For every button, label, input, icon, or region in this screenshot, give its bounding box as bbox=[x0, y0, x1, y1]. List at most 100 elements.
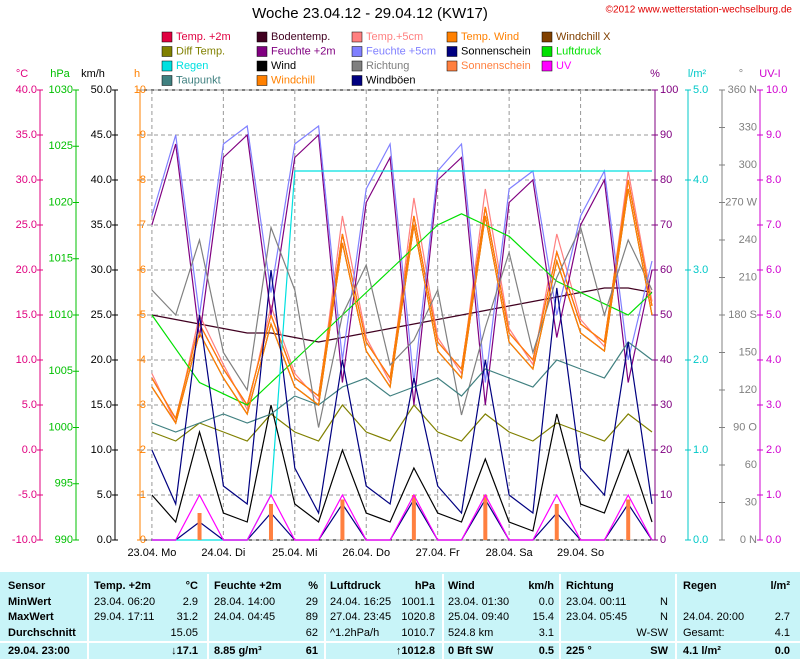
legend-swatch bbox=[161, 60, 173, 72]
table-cell: Wind bbox=[448, 580, 475, 592]
y-tick-label: 25.0 bbox=[16, 219, 37, 231]
y-tick-label: 10.0 bbox=[16, 354, 37, 366]
series-line bbox=[151, 179, 653, 421]
series-line bbox=[151, 287, 653, 343]
legend-label: Windchill bbox=[271, 74, 315, 86]
bar bbox=[268, 504, 273, 540]
table-cell: 1001.1 bbox=[401, 596, 435, 608]
legend-label: Feuchte +5cm bbox=[366, 45, 436, 57]
legend-label: Windböen bbox=[366, 74, 416, 86]
y-tick-label: 100 bbox=[660, 84, 678, 96]
table-cell: Durchschnitt bbox=[8, 627, 76, 639]
table-cell: 29 bbox=[306, 596, 318, 608]
y-tick-label: 60 bbox=[660, 264, 672, 276]
table-cell: hPa bbox=[415, 580, 436, 592]
table-cell: 2.9 bbox=[183, 596, 198, 608]
x-tick-label: 29.04. So bbox=[557, 547, 604, 559]
table-cell: % bbox=[308, 580, 318, 592]
y-tick-label: 10.0 bbox=[766, 84, 787, 96]
y-tick-label: 80 bbox=[660, 174, 672, 186]
legend-label: Bodentemp. bbox=[271, 31, 330, 43]
y-tick-label: 6.0 bbox=[766, 264, 781, 276]
x-tick-label: 24.04. Di bbox=[201, 547, 245, 559]
y-tick-label: -5.0 bbox=[18, 489, 37, 501]
table-cell: N bbox=[660, 596, 668, 608]
y-tick-label: -10.0 bbox=[12, 534, 37, 546]
table-cell: Luftdruck bbox=[330, 580, 382, 592]
table-cell: Gesamt: bbox=[683, 627, 725, 639]
y-tick-label: 9.0 bbox=[766, 129, 781, 141]
y-tick-label: 1025 bbox=[49, 140, 73, 152]
table-cell: 0 Bft SW bbox=[448, 645, 494, 657]
bar bbox=[483, 495, 488, 540]
table-cell: Sensor bbox=[8, 580, 46, 592]
legend-swatch bbox=[541, 60, 553, 72]
table-background bbox=[0, 572, 800, 659]
y-tick-label: 0.0 bbox=[693, 534, 708, 546]
legend-swatch bbox=[161, 75, 173, 86]
y-tick-label: 1030 bbox=[49, 84, 73, 96]
y-tick-label: 35.0 bbox=[16, 129, 37, 141]
table-cell: W-SW bbox=[636, 627, 668, 639]
table-cell: 15.05 bbox=[170, 627, 198, 639]
series-line bbox=[151, 269, 653, 515]
y-tick-label: 1005 bbox=[49, 365, 73, 377]
legend-swatch bbox=[351, 31, 363, 43]
y-tick-label: 270 W bbox=[725, 196, 757, 208]
series-line bbox=[151, 225, 653, 428]
table-cell: 23.04. 05:45 bbox=[566, 611, 627, 623]
y-tick-label: 5.0 bbox=[693, 84, 708, 96]
legend-swatch bbox=[256, 75, 268, 86]
legend-label: Temp. +2m bbox=[176, 31, 231, 43]
legend-label: Temp. Wind bbox=[461, 31, 519, 43]
legend-label: Sonnenschein bbox=[461, 45, 531, 57]
y-tick-label: 5.0 bbox=[97, 489, 112, 501]
series-line bbox=[151, 493, 653, 541]
table-cell: 24.04. 04:45 bbox=[214, 611, 275, 623]
y-tick-label: 40 bbox=[660, 354, 672, 366]
bar bbox=[411, 495, 416, 540]
y-tick-label: 45.0 bbox=[91, 129, 112, 141]
table-cell: 4.1 l/m² bbox=[683, 645, 721, 657]
table-cell: Richtung bbox=[566, 580, 614, 592]
table-cell: 29.04. 23:00 bbox=[8, 645, 70, 657]
series-line bbox=[151, 124, 653, 383]
y-tick-label: 20.0 bbox=[16, 264, 37, 276]
y-tick-label: 15.0 bbox=[16, 309, 37, 321]
legend-swatch bbox=[541, 46, 553, 57]
legend-label: Taupunkt bbox=[176, 74, 221, 86]
table-cell: l/m² bbox=[770, 580, 790, 592]
legend-swatch bbox=[446, 46, 458, 57]
y-tick-label: 7.0 bbox=[766, 219, 781, 231]
chart-title: Woche 23.04.12 - 29.04.12 (KW17) bbox=[252, 5, 488, 22]
x-tick-label: 23.04. Mo bbox=[127, 547, 176, 559]
table-cell: km/h bbox=[528, 580, 554, 592]
table-cell: 24.04. 20:00 bbox=[683, 611, 744, 623]
y-tick-label: 5.0 bbox=[766, 309, 781, 321]
y-tick-label: 20 bbox=[660, 444, 672, 456]
y-tick-label: 1.0 bbox=[766, 489, 781, 501]
table-cell: Temp. +2m bbox=[94, 580, 151, 592]
series-line bbox=[151, 188, 653, 425]
series-line bbox=[151, 341, 653, 433]
y-tick-label: 35.0 bbox=[91, 219, 112, 231]
copyright: ©2012 www.wetterstation-wechselburg.de bbox=[606, 5, 793, 16]
y-tick-label: 360 N bbox=[728, 84, 757, 96]
legend-swatch bbox=[446, 31, 458, 43]
axis-label: hPa bbox=[50, 68, 70, 80]
table-cell: N bbox=[660, 611, 668, 623]
legend-swatch bbox=[256, 60, 268, 72]
table-cell: ↓17.1 bbox=[171, 645, 198, 657]
legend-label: Regen bbox=[176, 60, 208, 72]
y-tick-label: 300 bbox=[739, 159, 757, 171]
y-tick-label: 210 bbox=[739, 271, 757, 283]
axis-label: km/h bbox=[81, 68, 105, 80]
table-cell: 23.04. 00:11 bbox=[566, 596, 626, 608]
table-cell: 0.5 bbox=[539, 645, 554, 657]
bar bbox=[340, 499, 345, 540]
table-cell: 29.04. 17:11 bbox=[94, 611, 154, 623]
table-cell: 89 bbox=[306, 611, 318, 623]
table-cell: 4.1 bbox=[775, 627, 790, 639]
y-tick-label: 10 bbox=[660, 489, 672, 501]
x-tick-label: 26.04. Do bbox=[342, 547, 390, 559]
